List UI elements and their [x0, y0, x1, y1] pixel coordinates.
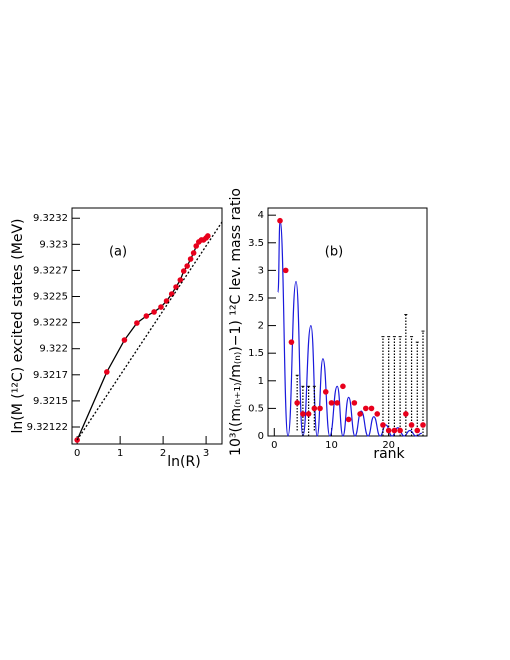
x-axis-title: rank	[373, 446, 405, 462]
data-point	[294, 400, 300, 406]
y-tick-label: 9.322	[39, 344, 68, 355]
x-tick-label: 10	[325, 440, 338, 451]
y-tick-label: 4	[258, 210, 264, 221]
data-point	[300, 411, 306, 417]
data-point	[168, 291, 175, 297]
y-tick-label: 3	[258, 265, 264, 276]
data-point	[177, 277, 184, 283]
data-point	[334, 400, 341, 406]
data-point	[288, 339, 295, 345]
data-point	[187, 256, 194, 262]
y-tick-label: 9.3217	[33, 370, 68, 381]
data-point	[357, 411, 363, 417]
x-tick-label: 0	[271, 440, 277, 451]
y-tick-label: 9.323	[39, 239, 68, 250]
y-tick-label: 9.3227	[33, 265, 68, 276]
data-point	[305, 411, 312, 417]
x-tick-label: 1	[117, 448, 123, 459]
x-tick-label: 2	[160, 448, 166, 459]
data-point	[345, 416, 352, 423]
data-point	[317, 405, 323, 412]
y-tick-label: 1.5	[248, 348, 264, 359]
data-point	[205, 233, 211, 239]
y-tick-label: 9.3232	[33, 213, 68, 224]
data-point	[351, 400, 358, 406]
data-point	[184, 263, 190, 269]
x-tick-label: 3	[203, 448, 209, 459]
data-point	[134, 320, 140, 326]
y-tick-label: 9.3222	[33, 318, 68, 329]
data-point	[363, 405, 369, 412]
data-point	[180, 268, 187, 274]
data-line	[76, 221, 223, 441]
data-point	[340, 383, 346, 390]
data-point	[193, 243, 200, 249]
data-point	[74, 437, 80, 443]
y-axis-title: 10³((m₍ₙ₊₁₎/m₍ₙ₎)−1) ¹²C lev. mass ratio	[228, 188, 244, 456]
data-point	[391, 427, 398, 434]
y-tick-label: 9.3215	[33, 396, 68, 407]
y-tick-label: 3.5	[248, 238, 264, 249]
data-point	[420, 422, 426, 428]
data-point	[311, 405, 318, 412]
data-point	[403, 411, 409, 417]
data-point	[397, 427, 403, 434]
data-point	[414, 427, 421, 434]
plot-frame	[71, 207, 223, 445]
y-tick-label: 9.32122	[27, 422, 68, 433]
x-tick-label: 20	[382, 440, 395, 451]
data-point	[368, 405, 375, 412]
y-tick-label: 0.5	[248, 403, 264, 414]
data-point	[408, 422, 415, 428]
x-axis-title: ln(R)	[167, 454, 200, 470]
data-point	[151, 309, 157, 315]
plot-frame	[267, 207, 428, 437]
data-point	[143, 313, 150, 319]
data-point	[322, 389, 329, 395]
data-point	[374, 411, 381, 417]
data-point	[380, 422, 386, 428]
data-point	[328, 400, 335, 406]
data-point	[277, 217, 283, 224]
data-point	[158, 304, 164, 310]
data-point	[282, 267, 289, 274]
data-point	[385, 427, 392, 434]
y-tick-label: 2	[258, 321, 264, 332]
y-tick-label: 1	[258, 376, 264, 387]
y-axis-title: ln(M (¹²C) excited states (MeV)	[10, 219, 26, 434]
panel-label: (a)	[109, 245, 127, 260]
data-point	[190, 250, 197, 256]
data-point	[104, 369, 110, 375]
x-tick-label: 0	[74, 448, 80, 459]
panel-label: (b)	[325, 245, 343, 260]
y-tick-label: 9.3225	[33, 292, 68, 303]
y-tick-label: 0	[258, 431, 264, 442]
y-tick-label: 2.5	[248, 293, 264, 304]
data-point	[121, 337, 128, 343]
